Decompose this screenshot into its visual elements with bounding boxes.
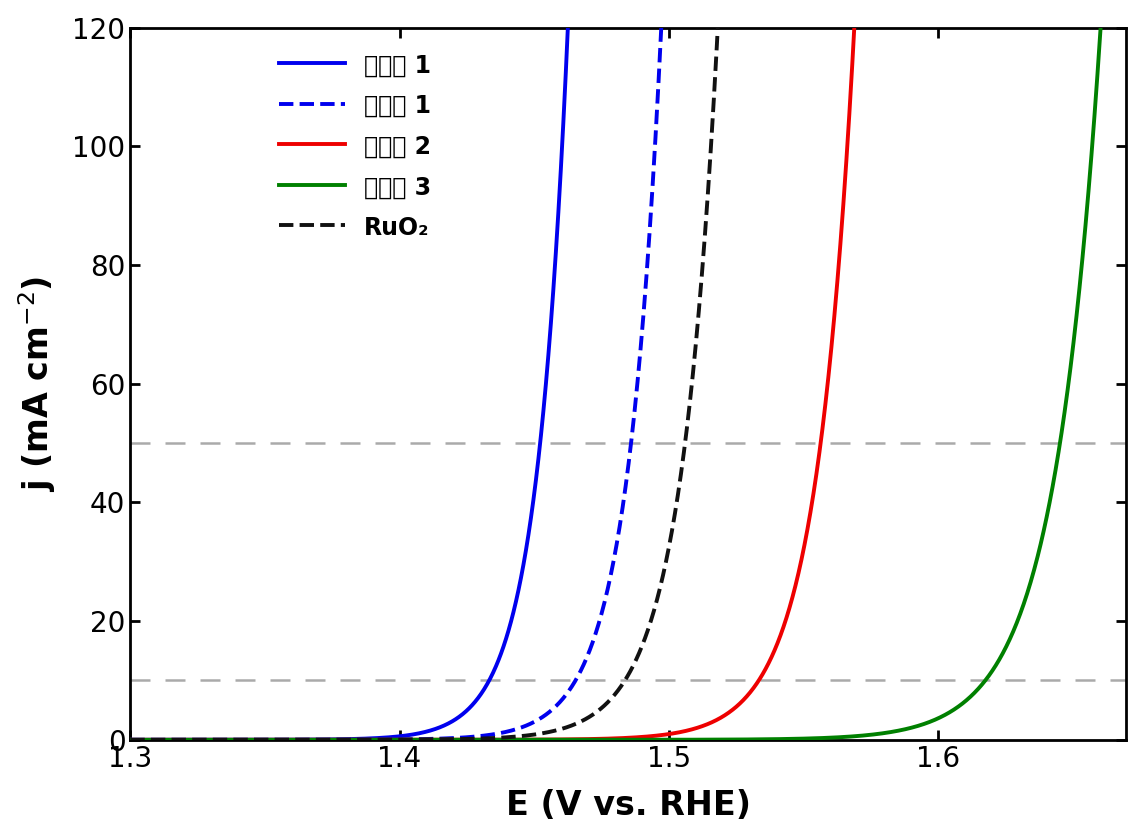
비교예 3 — [608, 735, 622, 745]
실시예 1 — [1119, 0, 1133, 3]
비교예 1 — [1092, 0, 1105, 3]
Line: 비교예 3: 비교예 3 — [130, 0, 1126, 740]
비교예 2 — [849, 0, 863, 3]
비교예 1 — [1090, 0, 1104, 3]
비교예 1 — [608, 550, 622, 560]
RuO₂ — [1119, 0, 1133, 3]
비교예 2 — [608, 733, 622, 743]
비교예 2 — [174, 735, 187, 745]
비교예 2 — [1090, 0, 1104, 3]
RuO₂ — [174, 735, 187, 745]
실시예 1 — [562, 0, 576, 3]
X-axis label: E (V vs. RHE): E (V vs. RHE) — [506, 789, 751, 822]
비교예 1 — [174, 735, 187, 745]
RuO₂ — [713, 0, 727, 3]
비교예 1 — [909, 0, 922, 3]
실시예 1 — [608, 0, 622, 3]
Line: 실시예 1: 실시예 1 — [130, 0, 1126, 740]
실시예 1 — [582, 0, 596, 3]
Line: 비교예 1: 비교예 1 — [130, 0, 1126, 740]
RuO₂ — [582, 712, 596, 722]
비교예 1 — [582, 649, 596, 659]
비교예 2 — [909, 0, 922, 3]
RuO₂ — [123, 735, 137, 745]
비교예 1 — [123, 735, 137, 745]
비교예 3 — [1090, 76, 1104, 86]
실시예 1 — [1090, 0, 1104, 3]
비교예 1 — [656, 0, 670, 3]
비교예 2 — [582, 734, 596, 744]
Line: RuO₂: RuO₂ — [130, 0, 1126, 740]
비교예 2 — [123, 735, 137, 745]
비교예 3 — [582, 735, 596, 745]
Legend: 실시예 1, 비교예 1, 비교예 2, 비교예 3, RuO₂: 실시예 1, 비교예 1, 비교예 2, 비교예 3, RuO₂ — [267, 42, 442, 252]
비교예 3 — [908, 722, 921, 732]
실시예 1 — [1092, 0, 1105, 3]
비교예 3 — [1090, 70, 1104, 80]
Y-axis label: j (mA cm$^{-2}$): j (mA cm$^{-2}$) — [17, 275, 58, 492]
RuO₂ — [1092, 0, 1105, 3]
RuO₂ — [608, 690, 622, 700]
실시예 1 — [909, 0, 922, 3]
실시예 1 — [174, 735, 187, 745]
RuO₂ — [909, 0, 922, 3]
비교예 3 — [174, 735, 187, 745]
비교예 2 — [1119, 0, 1133, 3]
실시예 1 — [123, 735, 137, 745]
비교예 1 — [1119, 0, 1133, 3]
비교예 3 — [1096, 0, 1110, 3]
비교예 3 — [1119, 0, 1133, 3]
비교예 3 — [123, 735, 137, 745]
Line: 비교예 2: 비교예 2 — [130, 0, 1126, 740]
비교예 2 — [1092, 0, 1105, 3]
RuO₂ — [1090, 0, 1104, 3]
